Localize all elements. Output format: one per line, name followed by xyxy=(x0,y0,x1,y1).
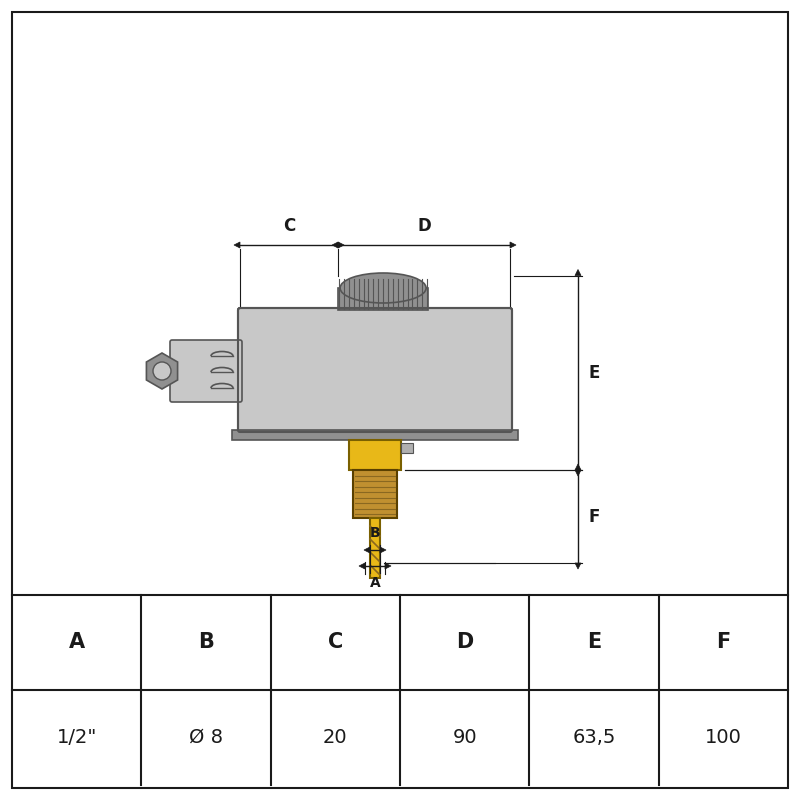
Text: B: B xyxy=(198,633,214,653)
Text: E: E xyxy=(588,364,599,382)
Polygon shape xyxy=(575,270,581,275)
Text: F: F xyxy=(588,507,599,526)
Polygon shape xyxy=(146,353,178,389)
Text: A: A xyxy=(370,576,380,590)
Polygon shape xyxy=(359,563,365,569)
Bar xyxy=(353,470,397,518)
Circle shape xyxy=(153,362,171,380)
Polygon shape xyxy=(338,242,344,248)
Text: D: D xyxy=(456,633,474,653)
Polygon shape xyxy=(510,242,516,248)
Text: C: C xyxy=(283,217,295,235)
Text: Ø 8: Ø 8 xyxy=(189,728,223,747)
Text: E: E xyxy=(587,633,601,653)
FancyBboxPatch shape xyxy=(238,308,512,432)
Bar xyxy=(370,518,380,578)
Text: 63,5: 63,5 xyxy=(572,728,616,747)
Bar xyxy=(232,430,518,440)
Bar xyxy=(401,443,413,453)
Text: B: B xyxy=(370,526,380,540)
Polygon shape xyxy=(364,547,370,553)
Ellipse shape xyxy=(340,273,426,303)
Text: 20: 20 xyxy=(323,728,348,747)
Polygon shape xyxy=(385,563,391,569)
Text: F: F xyxy=(716,633,730,653)
Polygon shape xyxy=(380,547,386,553)
Text: A: A xyxy=(69,633,85,653)
Polygon shape xyxy=(332,242,338,248)
Polygon shape xyxy=(575,563,581,569)
Text: 90: 90 xyxy=(452,728,477,747)
FancyBboxPatch shape xyxy=(170,340,242,402)
Text: 1/2": 1/2" xyxy=(57,728,97,747)
Text: 100: 100 xyxy=(705,728,742,747)
Text: C: C xyxy=(328,633,343,653)
Bar xyxy=(349,440,401,470)
Text: D: D xyxy=(417,217,431,235)
Polygon shape xyxy=(575,464,581,470)
Polygon shape xyxy=(234,242,240,248)
Polygon shape xyxy=(575,470,581,476)
Bar xyxy=(338,288,428,310)
